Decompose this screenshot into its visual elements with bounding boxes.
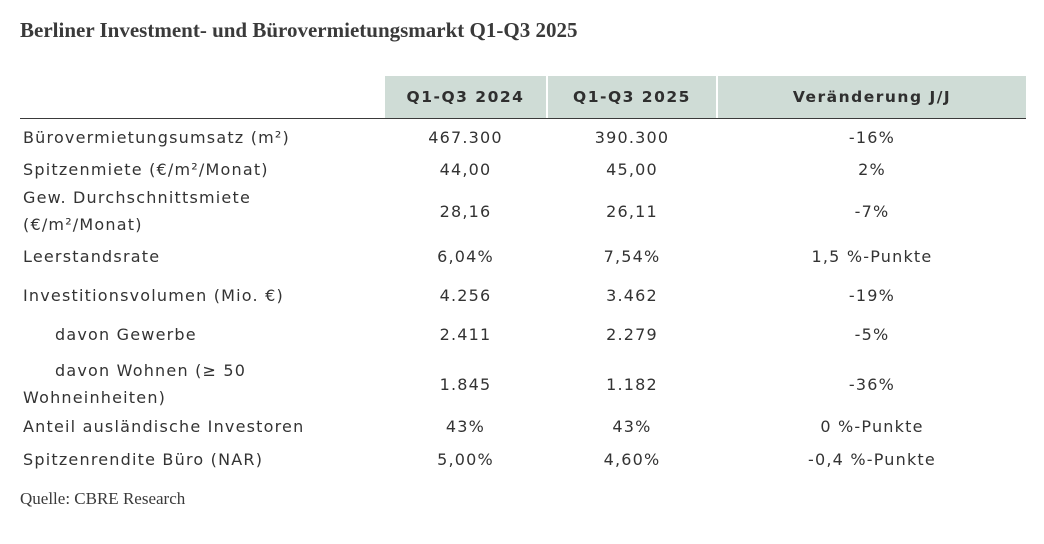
row-label: Spitzenrendite Büro (NAR) xyxy=(23,449,264,469)
row-label: davon Wohnen (≥ 50 Wohneinheiten) xyxy=(23,357,373,411)
value-change: -19% xyxy=(848,285,896,305)
value-2024: 1.845 xyxy=(439,374,492,394)
row-label: Bürovermietungsumsatz (m²) xyxy=(23,127,290,147)
row-label-line1: Gew. Durchschnittsmiete xyxy=(23,188,251,207)
table-row: Spitzenmiete (€/m²/Monat) 44,00 45,00 2% xyxy=(20,155,1026,183)
table-row: Anteil ausländische Investoren 43% 43% 0… xyxy=(20,412,1026,440)
table-row: Spitzenrendite Büro (NAR) 5,00% 4,60% -0… xyxy=(20,445,1026,473)
header-divider xyxy=(20,118,1026,119)
table-row: davon Gewerbe 2.411 2.279 -5% xyxy=(20,320,1026,348)
value-change: -16% xyxy=(848,127,896,147)
value-2025: 2.279 xyxy=(606,324,658,344)
table-row: Gew. Durchschnittsmiete (€/m²/Monat) 28,… xyxy=(20,184,1026,238)
value-2024: 44,00 xyxy=(439,159,492,179)
page-title: Berliner Investment- und Bürovermietungs… xyxy=(20,18,578,42)
row-label: Gew. Durchschnittsmiete (€/m²/Monat) xyxy=(23,184,373,238)
value-2025: 390.300 xyxy=(594,127,670,147)
row-label-line2: (€/m²/Monat) xyxy=(23,215,143,234)
table-row: Investitionsvolumen (Mio. €) 4.256 3.462… xyxy=(20,281,1026,309)
row-label-line1: davon Wohnen (≥ 50 xyxy=(55,361,247,380)
value-change: 2% xyxy=(858,159,886,179)
table-row: davon Wohnen (≥ 50 Wohneinheiten) 1.845 … xyxy=(20,357,1026,411)
row-label: davon Gewerbe xyxy=(55,324,197,344)
row-label-line2: Wohneinheiten) xyxy=(23,388,167,407)
value-2024: 467.300 xyxy=(428,127,503,147)
column-header-2025: Q1-Q3 2025 xyxy=(548,76,716,118)
value-2025: 4,60% xyxy=(603,449,661,469)
row-label: Spitzenmiete (€/m²/Monat) xyxy=(23,159,269,179)
value-change: 1,5 %-Punkte xyxy=(811,246,933,266)
value-2024: 4.256 xyxy=(439,285,492,305)
value-2024: 43% xyxy=(445,416,486,436)
value-2025: 3.462 xyxy=(606,285,658,305)
value-2024: 6,04% xyxy=(437,246,494,266)
value-change: 0 %-Punkte xyxy=(820,416,924,436)
row-label: Leerstandsrate xyxy=(23,246,161,266)
value-2024: 2.411 xyxy=(439,324,492,344)
value-change: -0,4 %-Punkte xyxy=(808,449,936,469)
column-header-change: Veränderung J/J xyxy=(718,76,1026,118)
value-2025: 1.182 xyxy=(606,374,658,394)
row-label: Investitionsvolumen (Mio. €) xyxy=(23,285,284,305)
value-2025: 43% xyxy=(612,416,652,436)
value-2025: 7,54% xyxy=(603,246,661,266)
source-note: Quelle: CBRE Research xyxy=(20,489,186,508)
table-row: Bürovermietungsumsatz (m²) 467.300 390.3… xyxy=(20,123,1026,151)
value-2024: 5,00% xyxy=(437,449,494,469)
row-label: Anteil ausländische Investoren xyxy=(23,416,305,436)
value-2025: 26,11 xyxy=(606,201,658,221)
value-change: -36% xyxy=(848,374,896,394)
value-change: -7% xyxy=(854,201,890,221)
table-row: Leerstandsrate 6,04% 7,54% 1,5 %-Punkte xyxy=(20,242,1026,270)
column-header-2024: Q1-Q3 2024 xyxy=(385,76,546,118)
value-change: -5% xyxy=(854,324,890,344)
value-2024: 28,16 xyxy=(439,201,492,221)
value-2025: 45,00 xyxy=(606,159,658,179)
